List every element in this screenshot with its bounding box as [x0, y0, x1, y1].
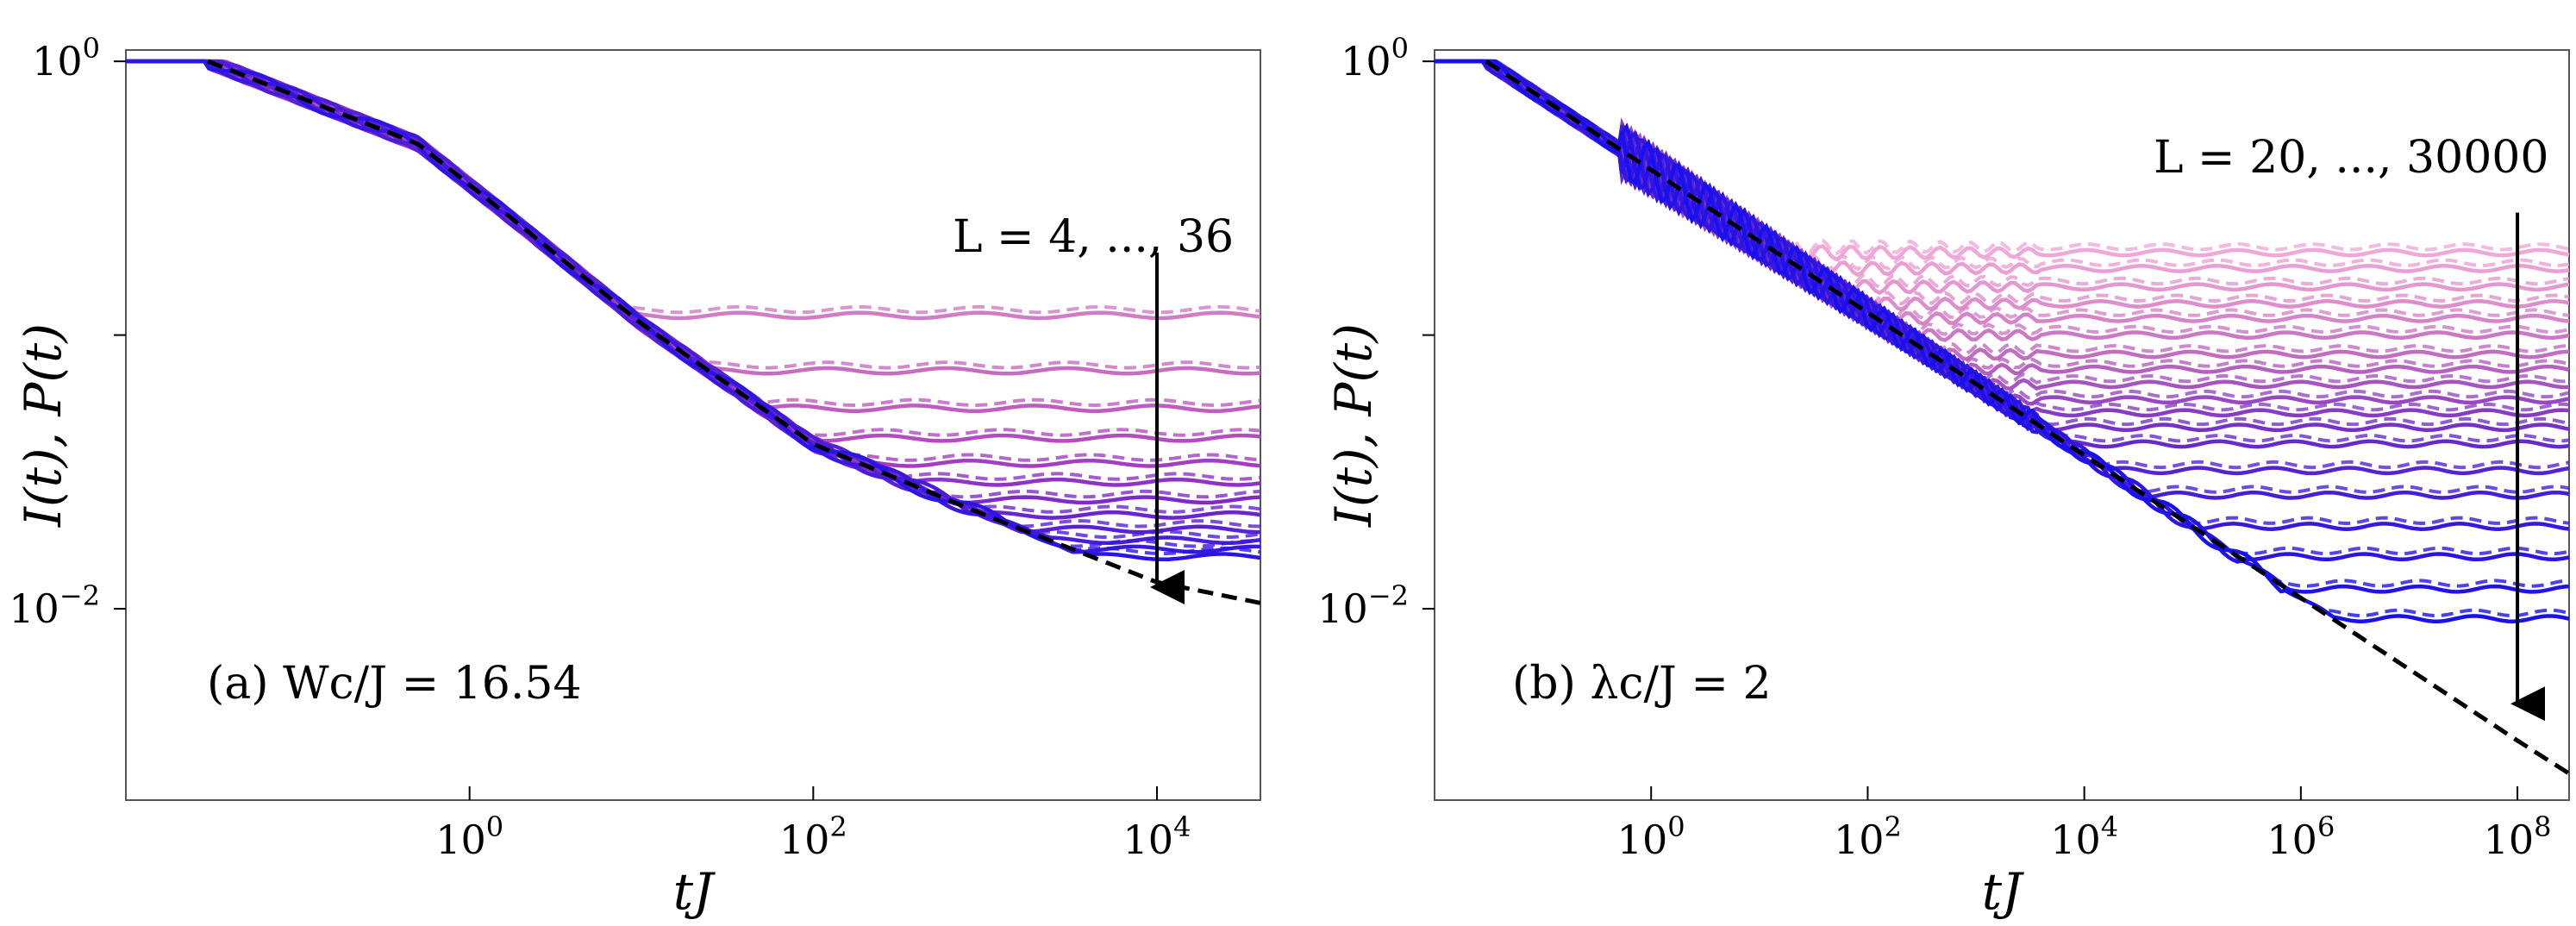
- series-L=15000-dashed: [1435, 59, 2569, 556]
- x-tick-label: 104: [1123, 810, 1191, 863]
- panel-a-xlabel: tJ: [673, 862, 716, 921]
- series-L=20000-dashed: [1435, 59, 2569, 588]
- series-L=1500-dashed: [1435, 59, 2569, 427]
- panel-b-frame: [1434, 49, 2570, 801]
- panel-a-frame: [125, 49, 1261, 801]
- series-L=14-solid: [126, 59, 1260, 487]
- y-tick-label: 10−2: [9, 579, 100, 632]
- panel-b-arrow-label: L = 20, ..., 30000: [2154, 132, 2548, 184]
- series-L=16-solid: [126, 59, 1260, 505]
- reference-dashed-line: [207, 59, 1260, 605]
- series-L=300-solid: [1435, 59, 2569, 377]
- series-L=14-dashed: [126, 59, 1260, 481]
- panel-a-series: [126, 59, 1260, 605]
- x-tick-label: 106: [2267, 810, 2335, 863]
- x-tick-label: 102: [1834, 810, 1902, 863]
- x-tick-label: 108: [2484, 810, 2552, 863]
- series-L=5000-solid: [1435, 59, 2569, 500]
- panel-a-annotation: (a) Wc/J = 16.54: [207, 658, 582, 710]
- panel-a-ylabel: I(t), P(t): [14, 323, 72, 528]
- panel-a: 100 102 104 100 10−2 (a) Wc/J = 16.54 L = 4,…: [9, 32, 1261, 921]
- x-tick-label: 100: [1617, 810, 1685, 863]
- panel-b-xlabel: tJ: [1982, 862, 2024, 921]
- series-L=100-dashed: [1435, 59, 2569, 321]
- panel-b: 100 102 104 106 108 100 10−2 (b) λc/J = 2 L = …: [1317, 32, 2570, 921]
- series-L=20-solid: [126, 59, 1260, 520]
- y-tick-label: 100: [32, 32, 100, 84]
- y-tick-label: 100: [1341, 32, 1409, 84]
- x-tick-label: 102: [779, 810, 847, 863]
- series-L=300-dashed: [1435, 59, 2569, 371]
- series-L=32-dashed: [126, 59, 1260, 548]
- series-L=5000-dashed: [1435, 59, 2569, 494]
- x-tick-label: 100: [435, 810, 503, 863]
- series-L=28-dashed: [126, 59, 1260, 539]
- panel-a-arrow-label: L = 4, ..., 36: [953, 211, 1234, 263]
- panel-b-ylabel: I(t), P(t): [1324, 323, 1383, 528]
- panel-b-series: [1435, 59, 2569, 776]
- x-tick-label: 104: [2050, 810, 2118, 863]
- panel-a-ticks: 100 102 104 100 10−2: [9, 32, 1191, 863]
- series-L=10000-dashed: [1435, 59, 2569, 526]
- y-tick-label: 10−2: [1317, 579, 1409, 632]
- series-L=28-solid: [126, 59, 1260, 546]
- series-L=30000-dashed: [1435, 59, 2569, 618]
- series-L=24-dashed: [126, 59, 1260, 529]
- series-L=4-dashed: [126, 59, 1260, 315]
- panel-b-ticks: 100 102 104 106 108 100 10−2: [1317, 32, 2551, 863]
- series-L=20-dashed: [126, 59, 1260, 514]
- series-L=200-dashed: [1435, 59, 2569, 356]
- series-L=100-solid: [1435, 59, 2569, 327]
- panel-b-annotation: (b) λc/J = 2: [1512, 658, 1772, 710]
